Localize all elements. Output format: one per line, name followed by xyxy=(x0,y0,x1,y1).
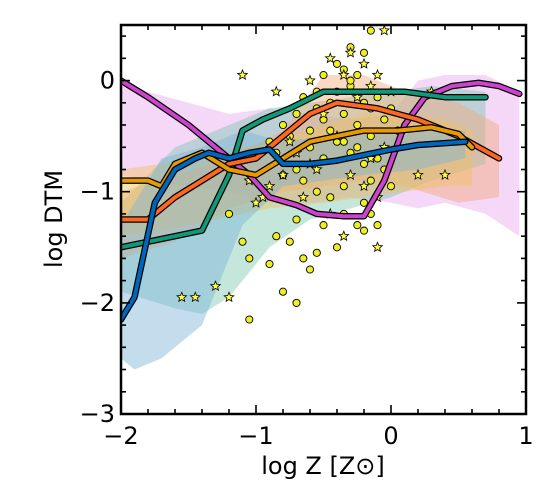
y-tick-labels: −3 −2 −1 0 xyxy=(80,67,115,428)
scatter-circle-45 xyxy=(339,182,348,191)
x-axis-label: log Z [Z⊙] xyxy=(261,452,385,480)
scatter-circle-64 xyxy=(332,243,342,252)
scatter-circle-58 xyxy=(245,254,254,263)
scatter-circle-46 xyxy=(359,198,369,207)
band-5 xyxy=(121,130,466,370)
x-tick-labels: −2 −1 0 1 xyxy=(103,422,533,450)
scatter-star-19 xyxy=(250,196,262,208)
scatter-circle-59 xyxy=(224,209,234,218)
scatter-circle-25 xyxy=(359,159,369,168)
scatter-star-6 xyxy=(358,57,370,69)
scatter-circle-31 xyxy=(346,76,355,85)
scatter-circle-28 xyxy=(339,137,348,146)
scatter-circle-54 xyxy=(305,265,315,274)
y-tick-label: −1 xyxy=(80,178,115,206)
scatter-circle-67 xyxy=(386,182,396,191)
x-tick-label: −2 xyxy=(103,422,138,450)
scatter-star-28 xyxy=(412,168,424,180)
scatter-circle-63 xyxy=(245,315,254,324)
scatter-circle-5 xyxy=(292,109,301,118)
scatter-star-30 xyxy=(337,230,350,242)
scatter-circle-27 xyxy=(326,126,335,135)
y-tick-label: −2 xyxy=(80,289,115,317)
scatter-star-39 xyxy=(297,191,310,203)
scatter-points xyxy=(175,25,451,324)
scatter-circle-3 xyxy=(278,120,288,130)
scatter-circle-69 xyxy=(353,221,362,230)
scatter-circle-7 xyxy=(305,126,315,135)
scatter-circle-44 xyxy=(326,193,335,202)
scatter-star-33 xyxy=(189,291,202,303)
scatter-circle-48 xyxy=(373,221,382,230)
scatter-star-35 xyxy=(223,291,235,303)
series-line-5 xyxy=(121,139,468,322)
series-lines xyxy=(121,77,523,323)
scatter-star-17 xyxy=(263,180,276,192)
scatter-star-29 xyxy=(439,168,451,180)
scatter-circle-14 xyxy=(353,120,362,130)
scatter-star-2 xyxy=(270,85,283,97)
scatter-circle-35 xyxy=(359,48,369,57)
scatter-star-3 xyxy=(304,74,316,86)
y-tick-label: 0 xyxy=(100,67,115,95)
axis-ticks xyxy=(120,25,527,415)
scatter-circle-42 xyxy=(299,176,308,185)
scatter-star-38 xyxy=(310,163,323,175)
scatter-circle-33 xyxy=(353,70,362,80)
scatter-circle-12 xyxy=(339,109,348,118)
x-tick-label: 0 xyxy=(383,422,398,450)
scatter-circle-61 xyxy=(292,298,301,307)
scatter-circle-50 xyxy=(319,221,328,230)
scatter-star-7 xyxy=(371,68,384,80)
band-1 xyxy=(121,75,520,237)
scatter-star-11 xyxy=(351,91,364,103)
scatter-circle-49 xyxy=(359,226,369,235)
scatter-star-21 xyxy=(277,168,289,180)
x-tick-label: −1 xyxy=(238,422,273,450)
scatter-star-9 xyxy=(364,80,377,92)
series-line-1 xyxy=(121,78,522,219)
scatter-star-12 xyxy=(378,25,391,36)
scatter-circle-60 xyxy=(278,287,288,296)
scatter-star-5 xyxy=(344,46,357,58)
scatter-circle-53 xyxy=(299,254,308,263)
y-axis-label: log DTM xyxy=(40,170,68,268)
scatter-star-4 xyxy=(324,52,337,64)
x-tick-label: 1 xyxy=(518,422,533,450)
series-line-3 xyxy=(121,100,501,222)
scatter-star-22 xyxy=(283,135,296,147)
plot-frame xyxy=(119,23,528,416)
scatter-star-10 xyxy=(337,68,350,81)
scatter-star-23 xyxy=(344,168,357,180)
scatter-star-24 xyxy=(358,180,370,192)
scatter-circle-62 xyxy=(265,259,274,269)
y-tick-label: −3 xyxy=(80,400,115,428)
scatter-circle-51 xyxy=(292,215,301,224)
scatter-circle-56 xyxy=(272,232,281,241)
scatter-circle-52 xyxy=(285,237,294,246)
scatter-star-31 xyxy=(371,241,384,253)
scatter-circle-29 xyxy=(353,143,362,152)
series-line-2 xyxy=(121,89,488,250)
scatter-circle-38 xyxy=(319,70,328,80)
scatter-circle-57 xyxy=(238,237,247,246)
scatter-star-1 xyxy=(236,68,249,80)
scatter-circle-34 xyxy=(332,59,342,68)
scatter-circle-55 xyxy=(312,248,321,257)
scatter-circle-65 xyxy=(366,176,375,185)
scatter-star-32 xyxy=(175,291,188,303)
scatter-circle-36 xyxy=(366,26,375,35)
scatter-circle-18 xyxy=(380,115,389,124)
scatter-circle-43 xyxy=(312,187,321,196)
scatter-star-34 xyxy=(209,280,222,292)
